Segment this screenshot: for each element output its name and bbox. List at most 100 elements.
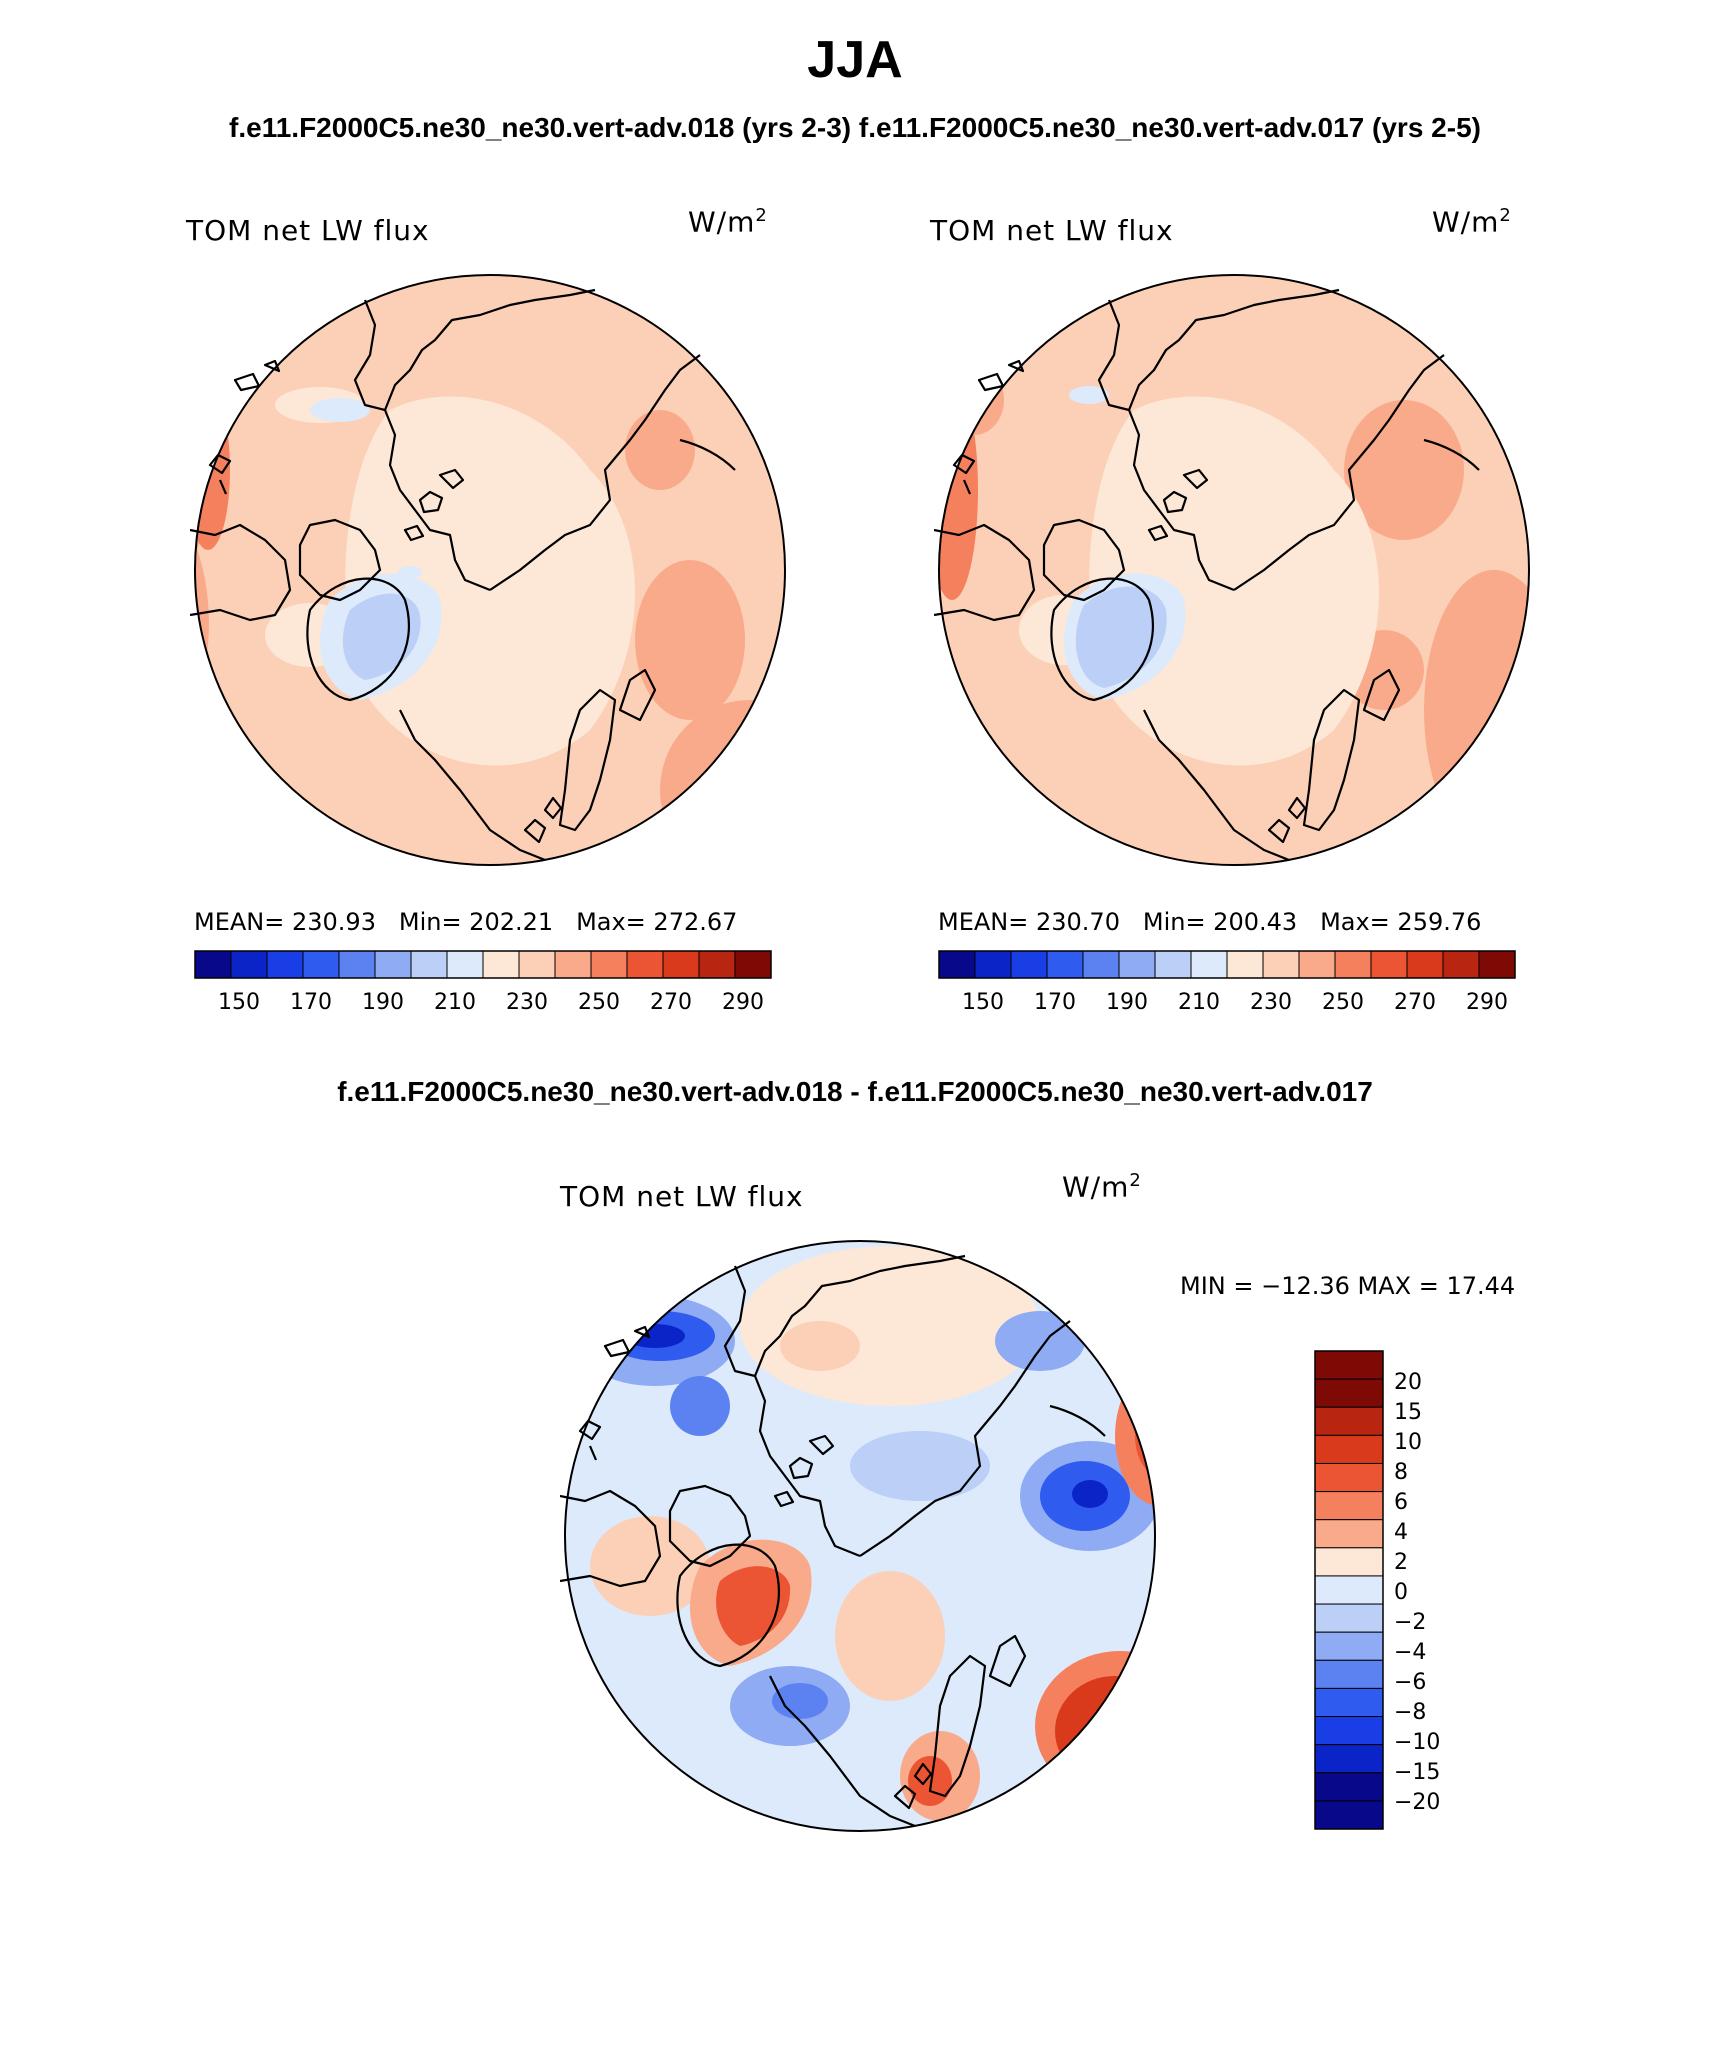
panel2-mean-label: MEAN= 230.70 xyxy=(938,908,1120,936)
panel3-variable-label: TOM net LW flux xyxy=(560,1180,804,1213)
panel2-units-base: W/m xyxy=(1432,205,1500,239)
panel2-units-exp: 2 xyxy=(1499,205,1512,226)
panel3-units-exp: 2 xyxy=(1129,1170,1142,1191)
panel3-field-nam-warm xyxy=(590,1516,710,1616)
panel3-minmax-label: MIN = −12.36 MAX = 17.44 xyxy=(1180,1272,1516,1300)
panel3-tick-4: 8 xyxy=(1394,1460,1408,1485)
panel1-units: W/m2 xyxy=(688,205,768,238)
panel2-field-warm-ne xyxy=(1344,400,1464,540)
panel3-colorbar-cell xyxy=(1314,1491,1384,1521)
panel1-colorbar-cell xyxy=(518,950,556,979)
panel2-tick-4: 210 xyxy=(1178,990,1220,1015)
panel3-tick-3: 10 xyxy=(1394,1430,1422,1455)
panel1-tick-8: 290 xyxy=(722,990,764,1015)
season-title: JJA xyxy=(807,31,903,89)
panel3-tick-8: 0 xyxy=(1394,1580,1408,1605)
panel1-field-warm-se-max xyxy=(765,750,785,830)
panel1-field-warm-ne xyxy=(625,410,695,490)
panel3-tick-6: 4 xyxy=(1394,1520,1408,1545)
panel2-colorbar-cells xyxy=(938,950,1516,979)
panel2-colorbar-cell xyxy=(974,950,1012,979)
panel3-tick-1: 20 xyxy=(1394,1370,1422,1395)
panel2-colorbar-cell xyxy=(1010,950,1048,979)
panel2-colorbar-cell xyxy=(1046,950,1084,979)
panel2-colorbar-cell xyxy=(1190,950,1228,979)
panel3-field-ne-cold xyxy=(995,1311,1085,1371)
panel2-tick-2: 170 xyxy=(1034,990,1076,1015)
panel1-colorbar-cell xyxy=(374,950,412,979)
panel3-units: W/m2 xyxy=(1062,1170,1142,1203)
panel3-colorbar xyxy=(1314,1350,1384,1830)
panel3-colorbar-cell xyxy=(1314,1406,1384,1436)
panel1-colorbar-cell xyxy=(590,950,628,979)
panel3-tick-9: −2 xyxy=(1394,1610,1427,1635)
panel1-tick-1: 150 xyxy=(218,990,260,1015)
panel3-field-s-warm-core xyxy=(908,1756,952,1806)
panel1-colorbar-cell xyxy=(662,950,700,979)
panel3-field-arctic-cool xyxy=(850,1431,990,1501)
panel1-colorbar-cell xyxy=(230,950,268,979)
panel1-colorbar-cell xyxy=(338,950,376,979)
panel1-tick-5: 230 xyxy=(506,990,548,1015)
panel3-colorbar-cell xyxy=(1314,1772,1384,1802)
panel1-field-cold-pac xyxy=(310,398,370,422)
panel3-tick-14: −15 xyxy=(1394,1760,1441,1785)
panel1-field-warm-e xyxy=(635,560,745,720)
difference-title: f.e11.F2000C5.ne30_ne30.vert-adv.018 - f… xyxy=(337,1076,1373,1107)
panel2-tick-5: 230 xyxy=(1250,990,1292,1015)
panel2-min-label: Min= 200.43 xyxy=(1142,908,1298,936)
panel3-field-n-warm-core xyxy=(780,1321,860,1371)
panel1-map xyxy=(190,274,786,866)
panel3-tick-11: −6 xyxy=(1394,1670,1427,1695)
panel1-mean-label: MEAN= 230.93 xyxy=(194,908,376,936)
panel3-colorbar-cell xyxy=(1314,1800,1384,1830)
panel1-colorbar-cell xyxy=(302,950,340,979)
panel1-colorbar-cell xyxy=(266,950,304,979)
panel3-units-base: W/m xyxy=(1062,1170,1130,1204)
panel3-tick-2: 15 xyxy=(1394,1400,1422,1425)
panel2-colorbar-cell xyxy=(938,950,976,979)
panel1-tick-3: 190 xyxy=(362,990,404,1015)
panel3-colorbar-cells xyxy=(1314,1350,1384,1830)
panel3-colorbar-cell xyxy=(1314,1744,1384,1774)
panel1-field-warm-se-core xyxy=(720,725,785,865)
panel3-colorbar-cell xyxy=(1314,1631,1384,1661)
panel3-tick-10: −4 xyxy=(1394,1640,1427,1665)
panel3-colorbar-cell xyxy=(1314,1350,1384,1380)
panel1-colorbar-cell xyxy=(698,950,736,979)
panel2-tick-7: 270 xyxy=(1394,990,1436,1015)
panel1-units-base: W/m xyxy=(688,205,756,239)
panel2-colorbar-cell xyxy=(1118,950,1156,979)
panel3-colorbar-cell xyxy=(1314,1547,1384,1577)
panel1-tick-6: 250 xyxy=(578,990,620,1015)
panel3-colorbar-cell xyxy=(1314,1434,1384,1464)
panel1-map-border xyxy=(194,274,786,866)
panel2-colorbar-cell xyxy=(1226,950,1264,979)
panel1-coastlines xyxy=(190,288,736,862)
panel1-colorbar xyxy=(194,950,772,979)
panel2-colorbar-cell xyxy=(1406,950,1444,979)
panel3-tick-7: 2 xyxy=(1394,1550,1408,1575)
panel2-tick-6: 250 xyxy=(1322,990,1364,1015)
panel3-colorbar-cell xyxy=(1314,1462,1384,1493)
panel3-field-pac-cold2 xyxy=(670,1376,730,1436)
panel3-field-e-cold-max xyxy=(1072,1480,1108,1508)
panel2-colorbar-cell xyxy=(1154,950,1192,979)
panel1-min-label: Min= 202.21 xyxy=(398,908,554,936)
panel1-colorbar-cell xyxy=(446,950,484,979)
panel1-colorbar-frame xyxy=(194,950,772,979)
panel2-colorbar-cell xyxy=(1262,950,1300,979)
panel1-colorbar-cell xyxy=(626,950,664,979)
panel3-colorbar-cell xyxy=(1314,1659,1384,1689)
panel2-field-cool-pac xyxy=(1069,386,1109,404)
panel3-field-pac-cold-max xyxy=(625,1324,685,1348)
panel2-colorbar-cell xyxy=(1478,950,1516,979)
panel3-colorbar-ticks: 20 15 10 8 6 4 2 0 −2 −4 −6 −8 −10 −15 −… xyxy=(1394,1350,1474,1830)
panel3-map xyxy=(560,1240,1156,1832)
panel1-tick-4: 210 xyxy=(434,990,476,1015)
case-titles: f.e11.F2000C5.ne30_ne30.vert-adv.018 (yr… xyxy=(0,112,1710,144)
panel2-field-arctic xyxy=(1089,396,1379,766)
panel1-field-arctic xyxy=(345,396,635,766)
panel2-map xyxy=(934,274,1530,866)
panel2-units: W/m2 xyxy=(1432,205,1512,238)
